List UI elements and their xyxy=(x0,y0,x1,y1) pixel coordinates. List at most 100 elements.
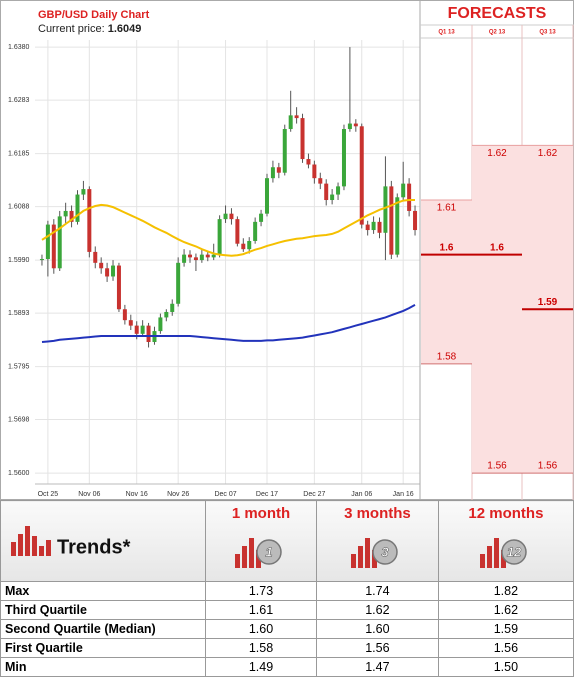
badge-number: 1 xyxy=(265,544,272,559)
candle-body xyxy=(270,167,275,179)
x-tick-label: Nov 06 xyxy=(78,491,100,498)
forecast-high-label: 1.62 xyxy=(487,148,507,159)
candle-body xyxy=(99,262,104,269)
row-label: First Quartile xyxy=(0,638,206,658)
badge-number: 3 xyxy=(382,544,390,559)
y-tick-label: 1.5990 xyxy=(8,257,30,264)
column-title: 3 months xyxy=(344,505,411,522)
row-label: Third Quartile xyxy=(0,600,206,620)
forecast-column-label: Q2 13 xyxy=(489,30,506,36)
candle-body xyxy=(199,254,204,261)
table-row: Min 1.49 1.47 1.50 xyxy=(0,657,574,677)
table-value: 1.60 xyxy=(204,619,318,639)
candle-body xyxy=(182,254,187,263)
y-tick-label: 1.5795 xyxy=(8,363,30,370)
candle-body xyxy=(211,254,216,258)
y-tick-label: 1.6185 xyxy=(8,150,30,157)
table-value: 1.61 xyxy=(204,600,318,620)
forecast-range xyxy=(421,200,472,364)
candle-body xyxy=(365,224,370,231)
candle-body xyxy=(264,178,269,214)
y-tick-label: 1.5600 xyxy=(8,470,30,477)
candle-body xyxy=(276,167,281,173)
candle-body xyxy=(217,219,222,255)
badge xyxy=(256,539,282,565)
icon-bar xyxy=(39,545,44,556)
column-icon: 3 xyxy=(351,538,399,568)
table-value: 1.82 xyxy=(437,581,574,601)
icon-bar xyxy=(235,554,240,568)
forecast-high-label: 1.62 xyxy=(538,148,558,159)
table-value: 1.74 xyxy=(316,581,439,601)
icon-bar xyxy=(18,533,23,556)
candle-body xyxy=(75,194,80,222)
forecast-median-label: 1.59 xyxy=(538,297,558,308)
candle-body xyxy=(111,265,116,277)
forecast-low-label: 1.56 xyxy=(487,461,507,472)
y-tick-label: 1.6088 xyxy=(8,203,30,210)
table-value: 1.56 xyxy=(316,638,439,658)
candle-body xyxy=(253,221,258,241)
candle-body xyxy=(87,189,92,252)
candle-body xyxy=(377,221,382,233)
badge-number: 12 xyxy=(507,544,522,559)
icon-bar xyxy=(358,546,364,568)
candle-body xyxy=(105,268,110,277)
candle-body xyxy=(158,317,163,332)
candle-body xyxy=(128,320,133,326)
candle-body xyxy=(223,213,228,220)
forecast-column-label: Q3 13 xyxy=(539,30,556,36)
column-title: 12 months xyxy=(468,505,544,522)
trends-icon: Trends* xyxy=(11,525,131,558)
chart-title: GBP/USD Daily Chart xyxy=(38,9,150,21)
icon-bar xyxy=(479,554,485,568)
moving-average xyxy=(41,304,416,343)
icon-bar xyxy=(242,546,247,568)
y-tick-label: 1.5698 xyxy=(8,416,30,423)
candle-body xyxy=(247,240,252,250)
table-value: 1.62 xyxy=(437,600,574,620)
column-header: 3 months 3 xyxy=(316,500,439,582)
icon-bar xyxy=(486,546,492,568)
candle-body xyxy=(229,213,234,220)
candle-body xyxy=(383,186,388,233)
candle-body xyxy=(69,210,74,222)
candle-body xyxy=(353,123,358,127)
candle-body xyxy=(318,178,323,184)
candle-body xyxy=(170,303,175,312)
candle-body xyxy=(259,213,264,222)
candle-body xyxy=(140,325,145,334)
icon-bar xyxy=(11,541,16,556)
x-tick-label: Nov 26 xyxy=(167,491,189,498)
column-icon: 12 xyxy=(479,538,527,568)
forecasts-title: FORECASTS xyxy=(448,5,547,22)
candle-body xyxy=(395,197,400,255)
table-row: Third Quartile 1.61 1.62 1.62 xyxy=(0,600,574,620)
trends-table: Trends* 1 month 1 3 months 3 12 months 12 Max… xyxy=(0,500,574,677)
candle-body xyxy=(359,126,364,225)
current-price-value: 1.6049 xyxy=(108,23,142,35)
x-tick-label: Jan 06 xyxy=(351,491,372,498)
icon-bar xyxy=(351,554,357,568)
forecast-range xyxy=(472,145,522,474)
candle-body xyxy=(306,159,311,165)
current-price-label: Current price: xyxy=(38,23,105,35)
column-icon: 1 xyxy=(235,538,282,568)
table-title: Trends* xyxy=(57,536,131,558)
chart: GBP/USD Daily Chart Current price: 1.604… xyxy=(0,0,574,500)
x-tick-label: Dec 27 xyxy=(303,491,325,498)
y-tick-label: 1.6283 xyxy=(8,97,30,104)
row-label: Min xyxy=(0,657,206,677)
table-row: First Quartile 1.58 1.56 1.56 xyxy=(0,638,574,658)
candle-body xyxy=(336,186,341,195)
candle-body xyxy=(401,183,406,198)
candle-body xyxy=(122,309,127,321)
table-value: 1.49 xyxy=(204,657,318,677)
candle-body xyxy=(413,210,418,231)
candle-body xyxy=(176,262,181,304)
forecast-low-label: 1.56 xyxy=(538,461,558,472)
candle-body xyxy=(407,183,412,211)
candle-body xyxy=(93,251,98,263)
x-tick-label: Oct 25 xyxy=(38,491,59,498)
